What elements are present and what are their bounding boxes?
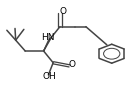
Text: HN: HN [41,33,54,42]
Text: O: O [68,60,75,69]
Text: OH: OH [42,72,56,81]
Polygon shape [44,38,51,51]
Text: O: O [60,7,67,16]
